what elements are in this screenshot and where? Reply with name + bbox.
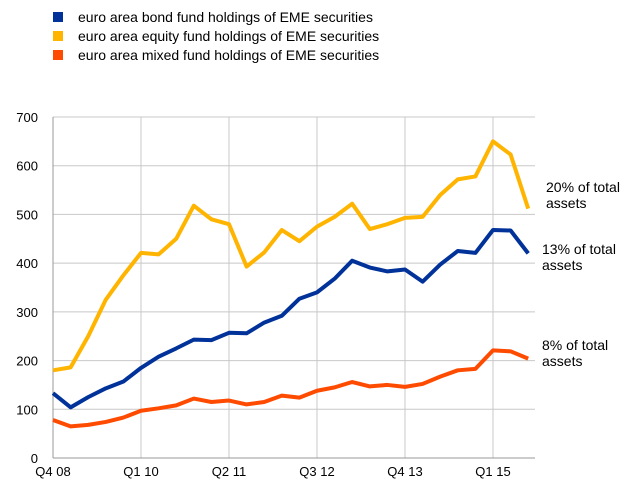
x-tick-label: Q4 13 bbox=[387, 464, 422, 479]
legend-label: euro area mixed fund holdings of EME sec… bbox=[78, 47, 379, 63]
y-tick-label: 300 bbox=[16, 305, 38, 320]
x-tick-label: Q2 11 bbox=[212, 464, 246, 479]
legend-swatch bbox=[53, 12, 63, 22]
y-tick-label: 100 bbox=[16, 402, 38, 417]
legend-swatch bbox=[53, 31, 63, 41]
x-tick-label: Q1 10 bbox=[123, 464, 158, 479]
y-tick-label: 700 bbox=[16, 110, 38, 125]
annotation: 13% of total assets bbox=[542, 241, 616, 274]
x-tick-label: Q4 08 bbox=[35, 464, 70, 479]
series-line bbox=[52, 139, 531, 373]
legend-swatch bbox=[53, 50, 63, 60]
annotation: 8% of total assets bbox=[542, 336, 609, 369]
y-tick-label: 400 bbox=[16, 256, 38, 271]
x-tick-label: Q1 15 bbox=[475, 464, 510, 479]
y-tick-label: 600 bbox=[16, 159, 38, 174]
annotation: 20% of total assets bbox=[546, 178, 620, 211]
series-line bbox=[51, 228, 530, 410]
legend-label: euro area equity fund holdings of EME se… bbox=[78, 28, 379, 44]
series-line bbox=[52, 348, 529, 429]
y-tick-label: 500 bbox=[16, 207, 38, 222]
y-tick-label: 200 bbox=[16, 354, 38, 369]
legend-label: euro area bond fund holdings of EME secu… bbox=[78, 9, 373, 25]
y-tick-label: 0 bbox=[31, 451, 38, 466]
x-tick-label: Q3 12 bbox=[299, 464, 334, 479]
